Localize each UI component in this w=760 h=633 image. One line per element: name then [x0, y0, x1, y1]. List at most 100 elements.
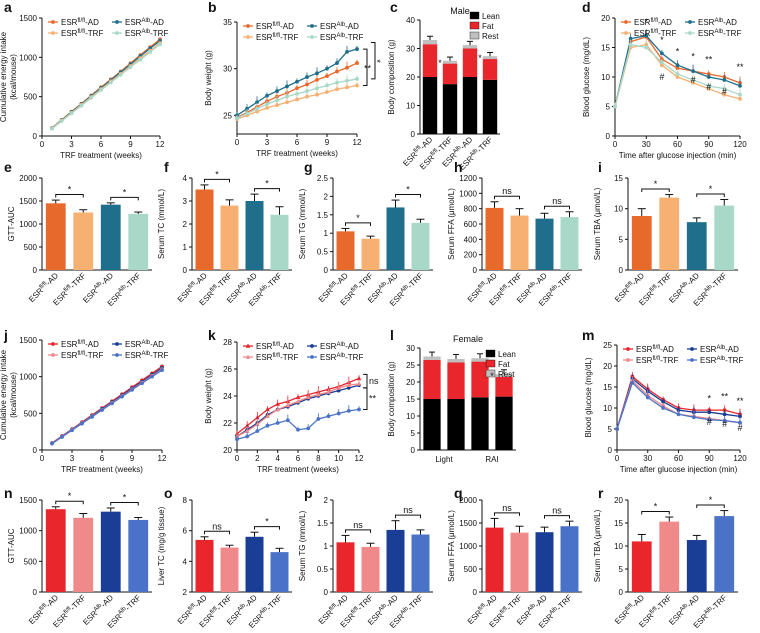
y-tick-label: 500: [24, 409, 38, 418]
bar: [510, 532, 529, 592]
y-tick-label: 0: [33, 132, 38, 141]
data-point: [60, 435, 64, 439]
data-point: [706, 86, 711, 91]
data-point: [306, 426, 311, 431]
data-point: [738, 83, 742, 88]
sig-label: *: [68, 491, 72, 501]
legend-marker: [626, 347, 630, 351]
y-tick-label: 0: [619, 266, 624, 275]
y-tick-label: 4: [183, 174, 188, 183]
legend-swatch: [485, 349, 496, 358]
y-tick-label: 15: [614, 519, 623, 528]
legend-marker: [115, 353, 119, 357]
sig-label: *: [123, 492, 127, 502]
bar: [411, 222, 430, 270]
y-axis-label: Serum TBA (μmol/L): [593, 187, 602, 260]
data-point: [675, 75, 680, 79]
data-point: [275, 98, 279, 103]
data-point: [108, 80, 113, 85]
panel-label: o: [164, 485, 173, 501]
sig-label: ns: [403, 505, 413, 515]
sig-label: *: [215, 169, 219, 179]
data-point: [346, 382, 352, 387]
y-tick-label: 1500: [19, 14, 37, 23]
legend-label: ESRfl/fl-AD: [61, 18, 99, 27]
y-tick-label: 10: [614, 542, 623, 551]
y-tick-label: 1.5: [317, 211, 329, 220]
sig-star: #: [722, 419, 727, 429]
panel-label: i: [598, 159, 602, 175]
bar: [195, 189, 214, 270]
data-point: [120, 394, 124, 399]
sig-bracket: [696, 504, 725, 509]
y-tick-label: 3: [183, 197, 188, 206]
sig-label: *: [265, 179, 269, 189]
data-point: [265, 423, 270, 428]
legend-marker: [690, 347, 694, 351]
panel-m: 0 5 10 15 20 25 Blood glucose (mg/dL) 0 30 60 90 12…: [584, 341, 747, 474]
data-point: [158, 42, 162, 47]
legend-label: ESRfl/fl-TRF: [256, 353, 298, 362]
data-point: [722, 78, 727, 82]
data-point: [645, 395, 650, 400]
data-point: [148, 49, 153, 54]
data-point: [315, 92, 319, 97]
x-tick-label: 0: [615, 454, 620, 463]
sig-label: ns: [369, 376, 379, 386]
legend-marker: [688, 31, 692, 35]
legend-marker: [688, 20, 692, 24]
bar: [631, 216, 652, 270]
bar: [100, 204, 121, 270]
data-point: [244, 428, 250, 433]
bar: [535, 532, 554, 592]
sig-bracket: [395, 514, 421, 519]
panel-l: 0 5 10 15 20 25 30 Body composition (g) Female Li…: [387, 334, 516, 464]
y-tick-label: 0: [33, 446, 38, 455]
bar-segment: [442, 60, 458, 64]
y-tick-label: 1000: [459, 189, 477, 198]
sig-star: *: [490, 371, 494, 381]
data-point: [295, 91, 299, 96]
x-tick-label: 4: [275, 454, 280, 463]
x-axis-label: Time after glucose injection (min): [620, 465, 738, 474]
data-point: [316, 392, 321, 397]
legend-marker: [51, 353, 55, 357]
sig-star: **: [364, 64, 372, 74]
bar-segment: [442, 63, 458, 85]
data-point: [265, 105, 269, 110]
data-point: [160, 368, 164, 372]
data-point: [325, 90, 329, 94]
legend-label: ESRfl/fl-TRF: [256, 33, 298, 42]
legend-label: ESRfl/fl-AD: [61, 340, 99, 349]
sig-bracket: [696, 193, 725, 197]
legend-marker: [310, 355, 314, 359]
data-point: [706, 75, 711, 79]
data-point: [661, 399, 666, 404]
data-point: [722, 86, 727, 91]
data-point: [49, 126, 54, 131]
legend-marker: [246, 24, 250, 28]
panel-label: e: [4, 159, 12, 175]
data-point: [345, 78, 349, 83]
data-point: [613, 104, 617, 109]
data-point: [315, 71, 319, 76]
panel-label: g: [304, 159, 313, 175]
legend-label: ESRAlb-AD: [320, 22, 359, 31]
y-tick-label: 24: [223, 392, 232, 401]
sig-bracket: [641, 511, 670, 515]
data-point: [315, 86, 319, 91]
sig-bracket: [110, 501, 139, 506]
y-axis-label: Serum FFA (μmol/L): [447, 510, 456, 582]
y-axis-label: Body composition (g): [387, 361, 396, 436]
y-tick-label: 1000: [19, 220, 37, 229]
y-tick-label: 30: [223, 65, 232, 74]
data-point: [80, 421, 84, 426]
data-point: [79, 103, 84, 108]
panel-n: 050010001500GTT-AUCESRfl/fl-ADESRfl/fl-T…: [7, 491, 152, 630]
bar-segment: [462, 77, 478, 134]
bar-segment: [447, 358, 465, 363]
data-point: [738, 420, 742, 425]
y-axis-label: Cumulative energy intake(kcal/mouse): [0, 31, 18, 122]
